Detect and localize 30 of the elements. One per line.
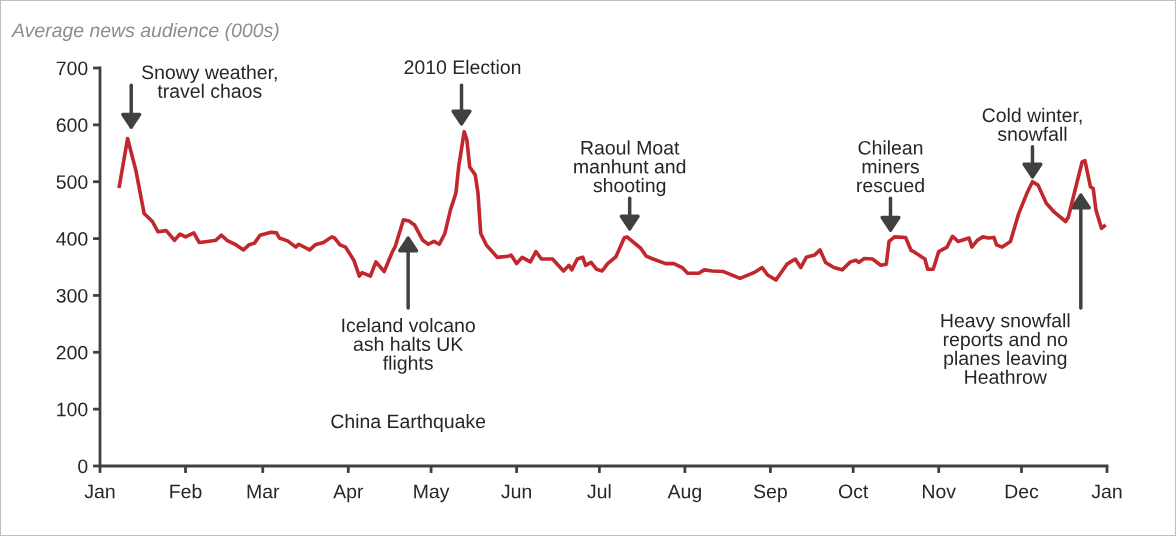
x-tick-label: Jun bbox=[501, 484, 532, 499]
y-tick-label: 500 bbox=[56, 175, 88, 189]
y-tick-label: 200 bbox=[56, 345, 88, 360]
x-tick-label: Jan bbox=[1091, 484, 1122, 499]
annotation: Raoul Moat manhunt and shooting bbox=[574, 140, 686, 197]
y-tick-label: 700 bbox=[56, 61, 88, 76]
x-tick-label: Sep bbox=[754, 484, 787, 503]
x-tick-label: Nov bbox=[923, 484, 956, 499]
y-tick-label: 400 bbox=[56, 232, 88, 246]
y-tick-label: 600 bbox=[56, 118, 88, 133]
chart-title: Average news audience (000s) bbox=[11, 22, 279, 42]
annotation: Heavy snowfall reports and no planes leaving Heathrow bbox=[941, 313, 1070, 384]
x-tick-label: Jul bbox=[587, 484, 611, 499]
y-tick-label: 300 bbox=[56, 288, 88, 303]
y-tick-label: 100 bbox=[57, 402, 88, 417]
annotation: Chilean miners rescued bbox=[857, 140, 924, 193]
x-tick-label: May bbox=[414, 484, 450, 503]
annotation: 2010 Election bbox=[404, 59, 521, 75]
x-tick-label: Mar bbox=[247, 484, 280, 499]
x-tick-label: Jan bbox=[84, 484, 115, 499]
annotation: Snowy weather, travel chaos bbox=[142, 64, 277, 98]
annotation: Iceland volcano ash halts UK flights bbox=[342, 317, 475, 374]
y-tick-label: 0 bbox=[78, 459, 88, 474]
x-tick-label: Apr bbox=[333, 484, 364, 503]
x-tick-label: Dec bbox=[1005, 484, 1039, 499]
x-tick-label: Feb bbox=[170, 484, 202, 499]
x-tick-label: Aug bbox=[667, 484, 701, 503]
x-tick-label: Oct bbox=[838, 484, 869, 499]
annotation: China Earthquake bbox=[331, 413, 486, 433]
annotation: Cold winter, snowfall bbox=[982, 107, 1082, 141]
